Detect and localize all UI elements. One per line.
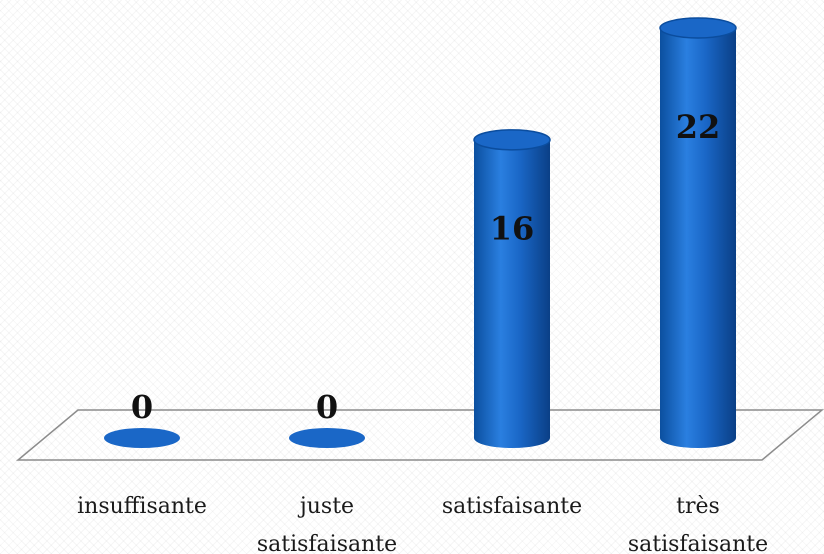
value-label-3: 16 bbox=[490, 209, 535, 247]
value-label-2: 0 bbox=[316, 388, 338, 426]
bar-3 bbox=[473, 129, 551, 448]
value-label-4: 22 bbox=[676, 108, 721, 146]
category-label-3: satisfaisante bbox=[442, 494, 582, 519]
bar-1 bbox=[104, 428, 180, 448]
bar-4 bbox=[659, 17, 737, 448]
category-label-4: très satisfaisante bbox=[628, 494, 768, 554]
category-label-2: juste satisfaisante bbox=[257, 494, 397, 554]
bar-2 bbox=[289, 428, 365, 448]
category-label-1: insuffisante bbox=[77, 494, 207, 519]
chart-floor bbox=[15, 409, 824, 461]
value-label-1: 0 bbox=[131, 388, 153, 426]
